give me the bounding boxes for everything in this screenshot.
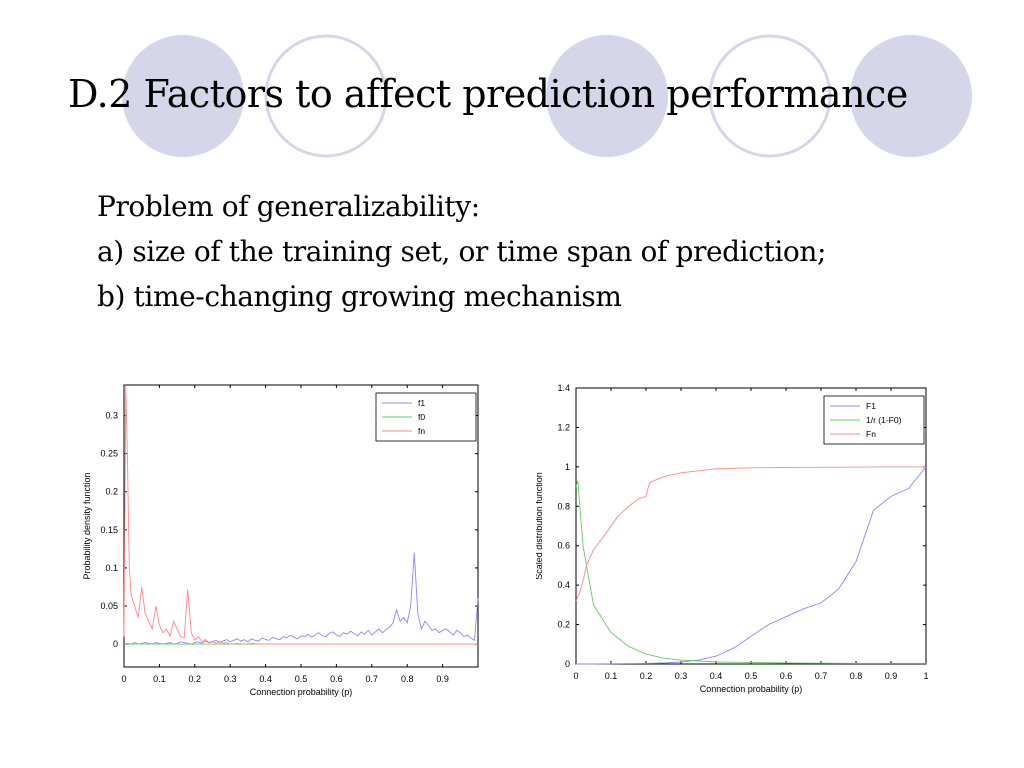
y-tick-label: 0.6 xyxy=(557,541,570,551)
bullet-item: Problem of generalizability: xyxy=(97,190,480,223)
legend-label: fn xyxy=(418,426,425,436)
y-tick-label: 0.25 xyxy=(100,449,118,459)
y-tick-label: 1.2 xyxy=(557,422,570,432)
legend-label: Fn xyxy=(866,429,876,439)
x-tick-label: 0.1 xyxy=(153,674,166,684)
x-tick-label: 0.6 xyxy=(330,674,343,684)
x-tick-label: 0.4 xyxy=(259,674,272,684)
legend-label: f1 xyxy=(418,398,425,408)
y-tick-label: 0.8 xyxy=(557,501,570,511)
decor-circle-filled xyxy=(122,35,244,157)
x-tick-label: 0 xyxy=(121,674,126,684)
x-tick-label: 0.5 xyxy=(745,671,758,681)
x-tick-label: 0.3 xyxy=(224,674,237,684)
cdf-chart: 0 0.1 0.2 0.3 0.4 0.5 0.6 0.7 0.8 0.9 1 0 0.2 0.4 0.6 0… xyxy=(536,383,929,694)
y-tick-label: 0.3 xyxy=(105,410,118,420)
x-tick-label: 0 xyxy=(573,671,578,681)
y-tick-label: 0.2 xyxy=(105,487,118,497)
decor-circle-outline xyxy=(264,34,388,158)
x-tick-label: 1 xyxy=(923,671,928,681)
bullet-list: Problem of generalizability: a) size of … xyxy=(97,188,826,323)
x-axis-label: Connection probability (p) xyxy=(250,687,353,697)
x-tick-label: 0.4 xyxy=(710,671,723,681)
x-tick-label: 0.6 xyxy=(780,671,793,681)
x-tick-label: 0.3 xyxy=(675,671,688,681)
x-tick-label: 0.2 xyxy=(189,674,202,684)
y-tick-label: 0.4 xyxy=(557,580,570,590)
y-tick-label: 0 xyxy=(113,639,118,649)
legend-label: F1 xyxy=(866,401,876,411)
decorative-circles xyxy=(122,34,972,158)
series-line-fn xyxy=(575,466,926,602)
y-tick-label: 1.4 xyxy=(557,383,570,393)
x-tick-label: 0.5 xyxy=(295,674,308,684)
y-tick-label: 0.2 xyxy=(557,620,570,630)
x-tick-label: 0.2 xyxy=(640,671,653,681)
x-tick-label: 0.9 xyxy=(436,674,449,684)
series-line-f1 xyxy=(576,466,927,665)
x-tick-label: 0.1 xyxy=(605,671,618,681)
x-tick-label: 0.7 xyxy=(366,674,379,684)
bullet-item: a) size of the training set, or time spa… xyxy=(97,235,827,268)
y-tick-label: 0.1 xyxy=(105,563,118,573)
y-axis-label: Probability density function xyxy=(82,472,92,579)
decor-circle-outline xyxy=(708,34,832,158)
x-tick-label: 0.8 xyxy=(850,671,863,681)
pdf-chart: 0 0.1 0.2 0.3 0.4 0.5 0.6 0.7 0.8 0.9 0 0.05 0.1 0.15… xyxy=(82,384,479,697)
series-line-f1 xyxy=(123,552,479,645)
series-line-1-r-1-f0- xyxy=(575,480,926,664)
x-axis-label: Connection probability (p) xyxy=(700,684,803,694)
decor-circle-filled xyxy=(546,35,668,157)
decor-circle-filled xyxy=(850,35,972,157)
y-tick-label: 1 xyxy=(565,462,570,472)
legend-label: 1/r (1-F0) xyxy=(866,415,902,425)
y-tick-label: 0 xyxy=(565,659,570,669)
y-tick-label: 0.15 xyxy=(100,525,118,535)
legend-label: f0 xyxy=(418,412,425,422)
bullet-item: b) time-changing growing mechanism xyxy=(97,280,622,313)
series-line-fn xyxy=(123,384,478,645)
x-tick-label: 0.8 xyxy=(401,674,414,684)
y-tick-label: 0.05 xyxy=(100,601,118,611)
slide-title: D.2 Factors to affect prediction perform… xyxy=(68,72,908,116)
y-axis-label: Scaled distribution function xyxy=(536,472,544,580)
x-tick-label: 0.9 xyxy=(885,671,898,681)
x-tick-label: 0.7 xyxy=(815,671,828,681)
